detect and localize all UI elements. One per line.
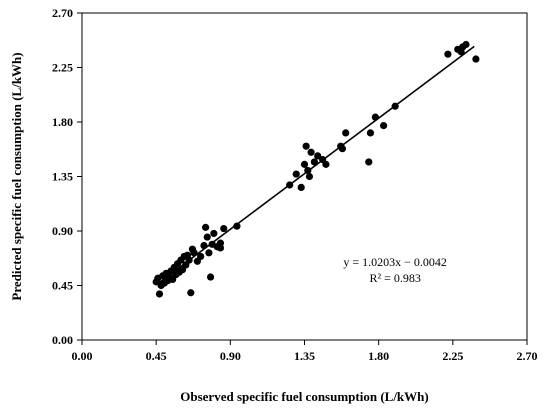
data-point (322, 160, 330, 168)
x-tick-label: 0.45 (146, 349, 167, 363)
data-point (338, 145, 347, 153)
data-point (304, 166, 312, 175)
data-point (292, 170, 300, 178)
plot-frame (81, 12, 528, 341)
x-tick-label: 0.90 (220, 349, 241, 363)
y-tick-label: 2.25 (52, 61, 73, 75)
data-point (197, 252, 205, 261)
y-tick-label: 0.00 (52, 333, 73, 347)
data-point (371, 113, 379, 121)
x-tick-label: 1.35 (294, 349, 315, 363)
x-tick-label: 0.00 (72, 349, 93, 363)
data-point (310, 158, 318, 166)
y-tick-label: 1.35 (52, 170, 73, 184)
y-tick-label: 0.90 (52, 224, 73, 238)
data-point (286, 181, 294, 189)
data-point (203, 233, 211, 241)
y-axis-label: Predicted specific fuel consumption (L/k… (9, 52, 24, 300)
data-point (297, 183, 305, 191)
data-point (314, 152, 322, 160)
data-point (302, 142, 310, 150)
r-squared-label: R² = 0.983 (369, 271, 420, 285)
data-point (216, 244, 225, 252)
data-point (205, 249, 213, 257)
x-tick-label: 1.80 (368, 349, 389, 363)
data-point (391, 102, 399, 110)
data-point (210, 229, 218, 238)
x-tick-label: 2.70 (517, 349, 538, 363)
data-point (300, 160, 309, 168)
x-tick-label: 2.25 (442, 349, 463, 363)
data-point (342, 129, 350, 137)
data-point (444, 50, 452, 58)
data-point (462, 40, 470, 49)
y-tick-label: 2.70 (52, 6, 73, 20)
data-point (187, 289, 195, 297)
x-axis-label: Observed specific fuel consumption (L/kW… (180, 389, 428, 404)
data-point (155, 290, 164, 298)
data-point (472, 55, 480, 63)
y-tick-label: 1.80 (52, 115, 73, 129)
x-axis-ticks: 0.00 0.45 0.90 1.35 1.80 2.25 2.70 (72, 340, 538, 363)
data-point (200, 241, 208, 250)
data-points (152, 40, 480, 298)
data-point (220, 224, 228, 233)
data-point (233, 222, 241, 230)
data-point (380, 122, 388, 130)
data-point (202, 223, 210, 231)
y-axis-ticks: 0.00 0.45 0.90 1.35 1.80 2.25 2.70 (52, 6, 82, 347)
data-point (185, 256, 193, 264)
data-point (305, 172, 314, 181)
data-point (190, 249, 198, 257)
regression-equation: y = 1.0203x − 0.0042 (343, 255, 447, 269)
data-point (365, 158, 373, 166)
y-tick-label: 0.45 (52, 279, 73, 293)
data-point (206, 273, 215, 281)
data-point (307, 148, 315, 156)
data-point (366, 129, 375, 137)
